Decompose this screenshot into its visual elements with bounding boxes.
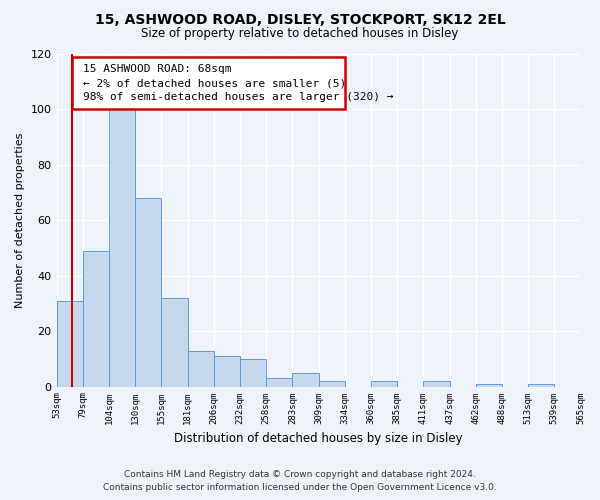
Bar [188,350,214,386]
Bar [56,300,83,386]
Text: Size of property relative to detached houses in Disley: Size of property relative to detached ho… [142,28,458,40]
Bar [83,251,109,386]
Bar [292,372,319,386]
Bar [424,381,449,386]
Bar [240,359,266,386]
Text: 15 ASHWOOD ROAD: 68sqm
← 2% of detached houses are smaller (5)
98% of semi-detac: 15 ASHWOOD ROAD: 68sqm ← 2% of detached … [83,64,393,102]
Bar [161,298,188,386]
X-axis label: Distribution of detached houses by size in Disley: Distribution of detached houses by size … [174,432,463,445]
Bar [135,198,161,386]
Bar [476,384,502,386]
Bar [214,356,240,386]
Bar [528,384,554,386]
Bar [266,378,292,386]
Bar [371,381,397,386]
Bar [319,381,345,386]
Text: 15, ASHWOOD ROAD, DISLEY, STOCKPORT, SK12 2EL: 15, ASHWOOD ROAD, DISLEY, STOCKPORT, SK1… [95,12,505,26]
FancyBboxPatch shape [72,58,345,109]
Text: Contains HM Land Registry data © Crown copyright and database right 2024.
Contai: Contains HM Land Registry data © Crown c… [103,470,497,492]
Bar [109,106,135,386]
Y-axis label: Number of detached properties: Number of detached properties [15,132,25,308]
